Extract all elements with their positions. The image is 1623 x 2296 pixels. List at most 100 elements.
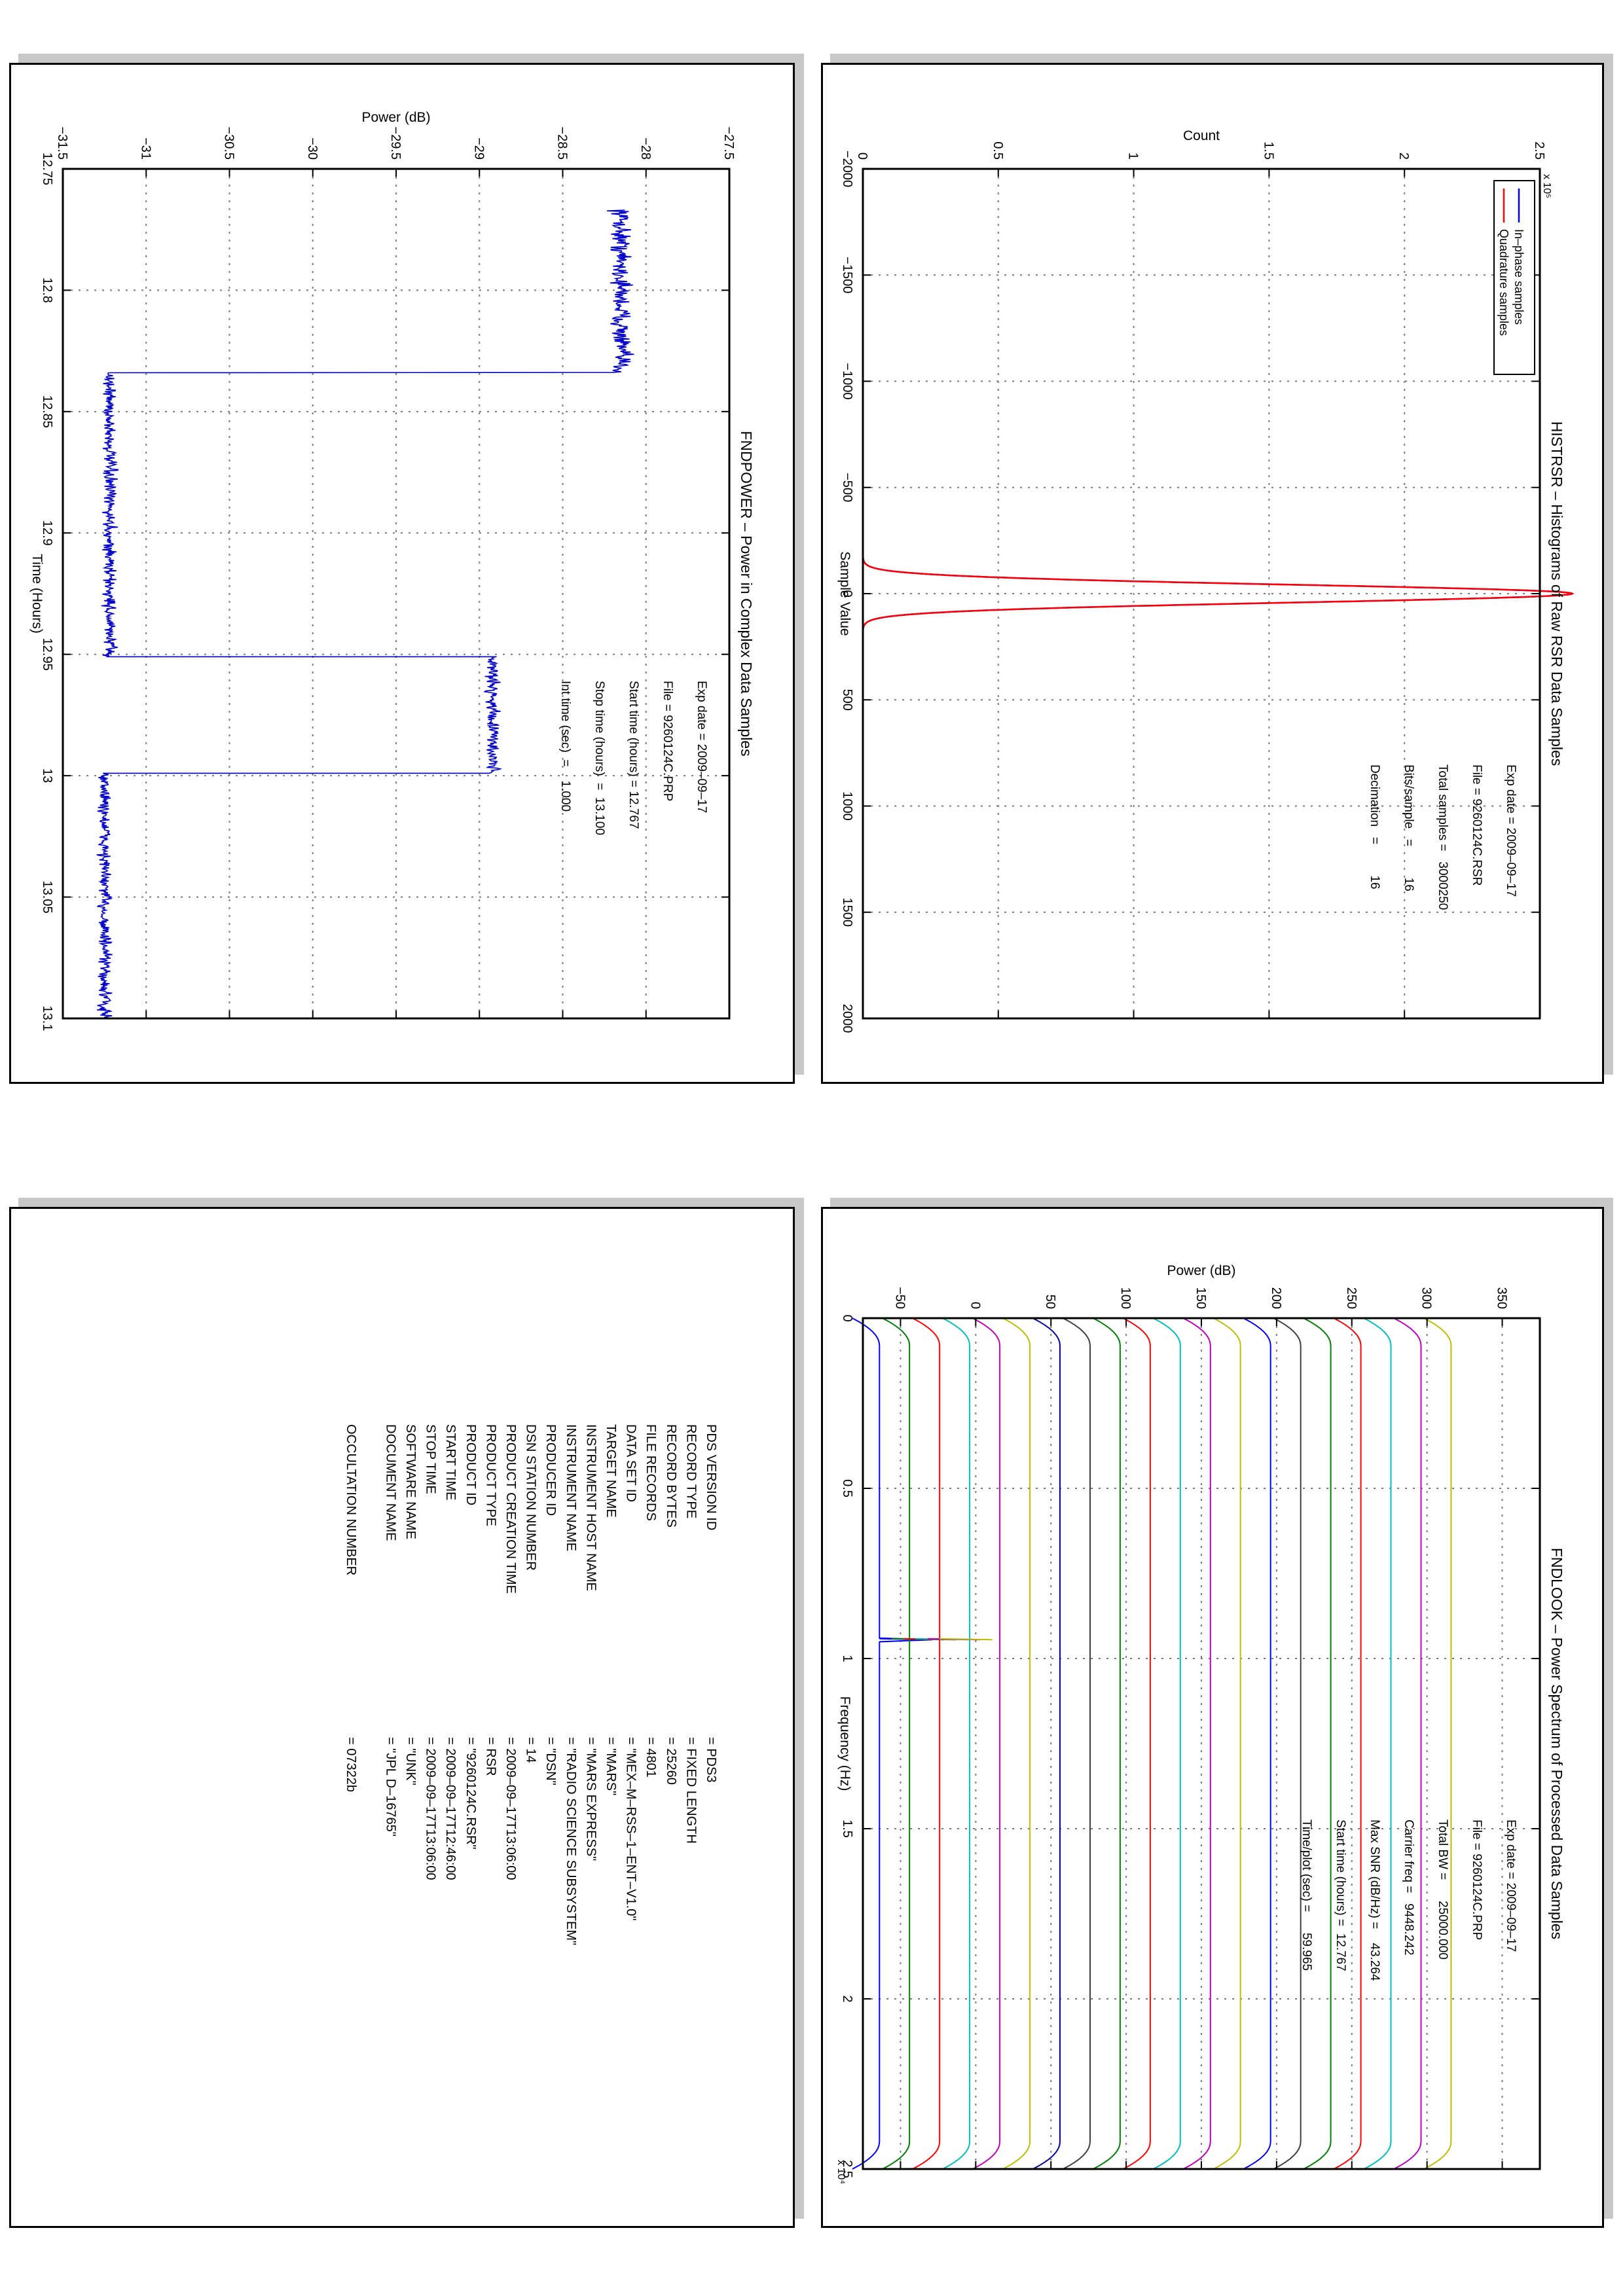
fndlook-x-exponent: x 10⁴ (835, 2160, 847, 2184)
histrsr-xtick-label: 2000 (840, 1004, 854, 1033)
fndpower-xlabel: Time (Hours) (29, 554, 45, 634)
fndlook-xlabel: Frequency (Hz) (837, 1696, 852, 1791)
histrsr-ytick-label: 2 (1396, 152, 1411, 160)
histrsr-info-0: Exp date = 2009–09–17 (1504, 764, 1518, 897)
label-value: = 4801 (644, 1737, 658, 1778)
fndlook-chart: 0 0.5 1 1.5 2 2.5 −50 0 50 100 150 200 250 300 350 FN… (835, 1263, 1565, 2184)
fndpower-panel (9, 63, 795, 1084)
fndlook-series-12 (1213, 1318, 1241, 2170)
fndpower-ytick-label: −31 (138, 137, 153, 160)
fndlook-ytick-label: 0 (968, 1302, 982, 1309)
fndlook-series-2 (912, 1318, 941, 2170)
fndlook-ylabel: Power (dB) (1167, 1263, 1235, 1278)
fndlook-info-1: File = 9260124C.PRP (1470, 1820, 1484, 1940)
fndlook-y-ticks: −50 0 50 100 150 200 250 300 350 (892, 1287, 1509, 2169)
fndlook-info-3: Carrier freq = 9448.242 (1402, 1820, 1415, 1956)
legend-box (1493, 180, 1535, 375)
label-value: = 2009–09–17T13:06:00 (503, 1737, 518, 1880)
fndpower-curves (96, 209, 634, 1019)
fndlook-series-10 (1153, 1318, 1181, 2170)
fndpower-info-4: Int time (sec) = 1.000 (558, 681, 572, 812)
fndlook-info: Exp date = 2009–09–17 File = 9260124C.PR… (1300, 1820, 1518, 1981)
fndlook-series-9 (1123, 1318, 1151, 2170)
fndlook-ytick-label: 150 (1194, 1287, 1208, 1309)
fndlook-info-4: Max SNR (dB/Hz) = 43.264 (1368, 1820, 1381, 1981)
histrsr-xtick-label: 500 (840, 689, 854, 711)
histrsr-xtick-label: 1000 (840, 791, 854, 821)
label-key: DATA SET ID (624, 1424, 638, 1502)
fndlook-info-5: Start time (hours) = 12.767 (1334, 1820, 1347, 1971)
label-key: TARGET NAME (604, 1424, 618, 1518)
label-value: = "MARS EXPRESS" (583, 1737, 598, 1861)
label-value: = "RADIO SCIENCE SUBSYSTEM" (564, 1737, 578, 1945)
histrsr-y-ticks: 0 0.5 1 1.5 2 2.5 (855, 141, 1546, 1018)
fndlook-ytick-label: 100 (1118, 1287, 1133, 1309)
label-key: PDS VERSION ID (704, 1424, 718, 1530)
fndpower-ytick-label: −30 (305, 137, 319, 160)
fndpower-xtick-label: 13.1 (40, 1006, 54, 1031)
histrsr-info: Exp date = 2009–09–17 File = 9260124C.RS… (1368, 764, 1518, 910)
label-key: PRODUCT ID (464, 1424, 478, 1505)
fndlook-ytick-label: −50 (892, 1287, 907, 1309)
histrsr-ytick-label: 0 (855, 152, 869, 160)
fndlook-series-7 (1063, 1318, 1091, 2170)
fndlook-gridlines (863, 1318, 1540, 2170)
fndlook-series-1 (882, 1318, 911, 2170)
fndlook-series-17 (1363, 1318, 1392, 2170)
fndpower-xtick-label: 13 (40, 768, 54, 783)
fndpower-ytick-label: −28 (638, 137, 653, 160)
fndpower-xtick-label: 12.85 (40, 395, 54, 428)
label-key: STOP TIME (424, 1424, 438, 1494)
label-value: = "DSN" (543, 1737, 558, 1785)
histrsr-panel (821, 63, 1604, 1084)
fndpower-info-2: Start time (hours) = 12.767 (627, 681, 640, 829)
fndlook-title: FNDLOOK – Power Spectrum of Processed Da… (1548, 1548, 1565, 1939)
histrsr-xlabel: Sample Value (837, 551, 852, 636)
fndpower-xtick-label: 12.75 (40, 152, 54, 185)
fndpower-ylabel: Power (dB) (361, 110, 430, 125)
label-key: DOCUMENT NAME (383, 1424, 397, 1541)
label-value: = 25260 (664, 1737, 678, 1785)
label-key: PRODUCER ID (543, 1424, 558, 1516)
label-value: = 14 (524, 1737, 538, 1763)
fndpower-ytick-label: −28.5 (555, 126, 570, 160)
fndpower-info-3: Stop time (hours) = 13.100 (593, 681, 606, 835)
fndpower-info: Exp date = 2009–09–17 File = 9260124C.PR… (558, 681, 708, 835)
fndlook-ytick-label: 300 (1419, 1287, 1434, 1309)
label-value: = PDS3 (704, 1737, 718, 1782)
histrsr-xtick-label: 0 (840, 590, 854, 597)
fndpower-ytick-label: −29.5 (388, 126, 403, 160)
fndlook-xtick-label: 2 (840, 1995, 854, 2002)
legend-inphase-label: In–phase samples (1512, 229, 1525, 325)
label-value: = 2009–09–17T13:06:00 (424, 1737, 438, 1880)
label-value: = RSR (483, 1737, 498, 1776)
fndlook-series-15 (1303, 1318, 1332, 2170)
fndpower-ytick-label: −29 (471, 137, 486, 160)
occultation-key: OCCULTATION NUMBER (344, 1424, 358, 1575)
fndlook-xtick-label: 0 (840, 1314, 854, 1321)
histrsr-xtick-label: 1500 (840, 898, 854, 927)
histrsr-ytick-label: 1 (1126, 152, 1140, 160)
histrsr-title: HISTRSR – Histograms of Raw RSR Data Sam… (1548, 422, 1565, 766)
histrsr-x-ticks: −2000 −1500 −1000 −500 0 500 1000 1500 2000 (840, 151, 1540, 1033)
fndlook-series-19 (1423, 1318, 1452, 2170)
fndlook-series-4 (972, 1318, 1001, 2170)
fndlook-xtick-label: 1.5 (840, 1820, 854, 1838)
fndlook-series-13 (1243, 1318, 1271, 2170)
label-key: PRODUCT TYPE (483, 1424, 498, 1526)
fndpower-xtick-label: 12.9 (40, 520, 54, 546)
histrsr-info-3: Bits/sample = 16 (1402, 764, 1415, 891)
label-value: = "9260124C.RSR" (464, 1737, 478, 1850)
histrsr-xtick-label: −1000 (840, 363, 854, 399)
histrsr-xtick-label: −1500 (840, 257, 854, 293)
label-key: RECORD TYPE (684, 1424, 698, 1518)
pds-label-table: PDS VERSION ID = PDS3 RECORD TYPE = FIXED L… (344, 1424, 718, 1945)
histrsr-xtick-label: −500 (840, 473, 854, 502)
label-key: START TIME (443, 1424, 458, 1500)
fndpower-y-ticks: −31.5 −31 −30.5 −30 −29.5 −29 −28.5 −28 −27.5 (55, 126, 736, 1018)
histrsr-info-4: Decimation = 16 (1368, 764, 1381, 889)
histrsr-xtick-label: −2000 (840, 151, 854, 187)
fndlook-series-3 (942, 1318, 971, 2170)
histrsr-y-exponent: x 10⁵ (1541, 174, 1552, 198)
fndpower-gridlines (62, 168, 730, 1019)
